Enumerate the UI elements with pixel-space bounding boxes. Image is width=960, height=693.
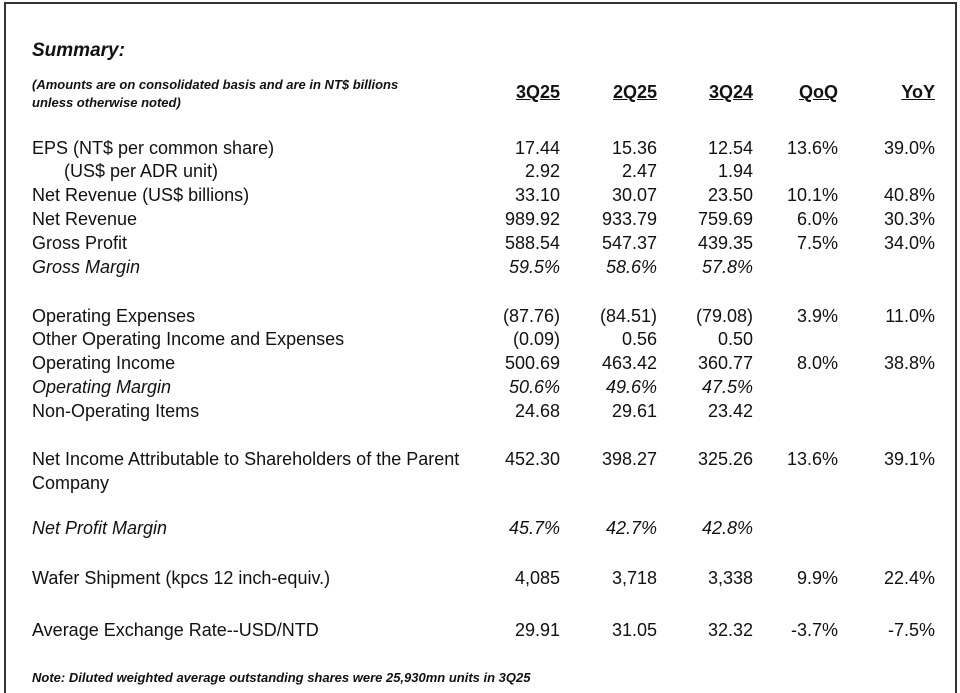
column-header: YoY — [901, 82, 935, 102]
cell: 3,718 — [611, 568, 657, 588]
cell: 547.37 — [601, 233, 657, 253]
cell: 588.54 — [504, 233, 560, 253]
cell: 13.6% — [786, 449, 838, 469]
row-label: EPS (NT$ per common share) — [32, 138, 275, 158]
cell: 933.79 — [601, 209, 657, 229]
cell: 463.42 — [601, 353, 657, 373]
cell: 38.8% — [883, 353, 935, 373]
cell: 9.9% — [796, 568, 838, 588]
cell: 30.07 — [611, 185, 657, 205]
cell: 29.91 — [514, 620, 560, 640]
cell: 0.56 — [621, 329, 657, 349]
row-label: Operating Margin — [32, 377, 172, 397]
column-header: 3Q25 — [515, 82, 560, 102]
cell: 32.32 — [707, 620, 753, 640]
cell: 59.5% — [508, 257, 560, 277]
cell: 39.0% — [883, 138, 935, 158]
row-label: Average Exchange Rate--USD/NTD — [32, 620, 319, 640]
cell: 47.5% — [701, 377, 753, 397]
cell: 23.50 — [707, 185, 753, 205]
column-header: QoQ — [799, 82, 838, 102]
cell: 57.8% — [701, 257, 753, 277]
row-label: Wafer Shipment (kpcs 12 inch-equiv.) — [32, 568, 331, 588]
cell: 4,085 — [514, 568, 560, 588]
cell: 24.68 — [514, 401, 560, 421]
cell: 2.92 — [524, 161, 560, 181]
note: Note: Diluted weighted average outstandi… — [32, 670, 531, 685]
cell: 58.6% — [605, 257, 657, 277]
cell: 34.0% — [883, 233, 935, 253]
cell: 1.94 — [717, 161, 753, 181]
row-label: Non-Operating Items — [32, 401, 200, 421]
title: Summary: — [32, 40, 125, 61]
cell: 452.30 — [504, 449, 560, 469]
row-label: Net Revenue (US$ billions) — [32, 185, 250, 205]
cell: 49.6% — [605, 377, 657, 397]
cell: 42.8% — [701, 518, 753, 538]
row-label: Other Operating Income and Expenses — [32, 329, 345, 349]
frame — [4, 2, 957, 693]
row-label: Net Profit Margin — [32, 518, 168, 538]
cell: 3,338 — [707, 568, 753, 588]
row-label: Operating Income — [32, 353, 176, 373]
cell: (84.51) — [599, 306, 657, 326]
cell: 15.36 — [611, 138, 657, 158]
cell: 39.1% — [883, 449, 935, 469]
cell: 3.9% — [796, 306, 838, 326]
cell: 11.0% — [885, 306, 935, 326]
row-label: (US$ per ADR unit) — [64, 161, 219, 181]
cell: 8.0% — [796, 353, 838, 373]
subtitle: (Amounts are on consolidated basis and a… — [32, 77, 399, 110]
cell: 30.3% — [883, 209, 935, 229]
cell: 759.69 — [697, 209, 753, 229]
cell: (0.09) — [512, 329, 560, 349]
cell: 40.8% — [883, 185, 935, 205]
cell: 6.0% — [796, 209, 838, 229]
cell: 325.26 — [697, 449, 753, 469]
cell: 398.27 — [601, 449, 657, 469]
cell: (79.08) — [695, 306, 753, 326]
cell: 23.42 — [707, 401, 753, 421]
cell: 42.7% — [605, 518, 657, 538]
cell: 500.69 — [504, 353, 560, 373]
cell: 2.47 — [621, 161, 657, 181]
cell: 360.77 — [697, 353, 753, 373]
row-label: Net Revenue — [32, 209, 138, 229]
column-header: 3Q24 — [708, 82, 753, 102]
row-label: Net Income Attributable to Shareholders … — [32, 449, 460, 493]
cell: 31.05 — [611, 620, 657, 640]
row-label: Operating Expenses — [32, 306, 196, 326]
cell: 33.10 — [514, 185, 560, 205]
cell: -3.7% — [790, 620, 838, 640]
cell: 50.6% — [508, 377, 560, 397]
cell: 439.35 — [697, 233, 753, 253]
cell: 10.1% — [786, 185, 838, 205]
cell: 29.61 — [611, 401, 657, 421]
cell: 989.92 — [504, 209, 560, 229]
cell: 22.4% — [883, 568, 935, 588]
cell: -7.5% — [887, 620, 935, 640]
cell: 45.7% — [508, 518, 560, 538]
cell: 7.5% — [796, 233, 838, 253]
cell: 0.50 — [717, 329, 753, 349]
column-header: 2Q25 — [612, 82, 657, 102]
row-label: Gross Margin — [32, 257, 141, 277]
cell: (87.76) — [502, 306, 560, 326]
cell: 12.54 — [707, 138, 753, 158]
cell: 13.6% — [786, 138, 838, 158]
cell: 17.44 — [514, 138, 560, 158]
row-label: Gross Profit — [32, 233, 128, 253]
